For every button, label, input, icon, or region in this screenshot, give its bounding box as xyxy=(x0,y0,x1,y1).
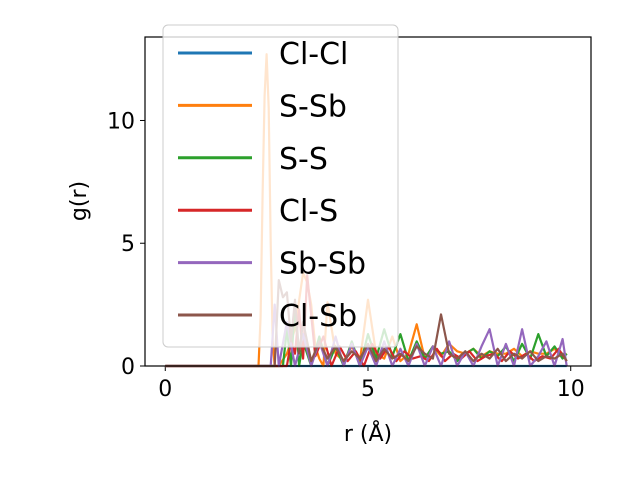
y-tick-label: 5 xyxy=(121,232,135,257)
legend-label-s-s: S-S xyxy=(279,142,328,177)
x-tick-label: 10 xyxy=(557,377,585,402)
y-tick-label: 0 xyxy=(121,355,135,380)
legend-label-s-sb: S-Sb xyxy=(279,89,347,124)
x-axis-label: r (Å) xyxy=(344,420,392,447)
legend-label-cl-s: Cl-S xyxy=(279,194,338,229)
legend-label-cl-sb: Cl-Sb xyxy=(279,299,357,334)
x-tick-label: 0 xyxy=(158,377,172,402)
legend-label-cl-cl: Cl-Cl xyxy=(279,37,348,72)
legend: Cl-Cl S-Sb S-S Cl-S Sb-Sb Cl-Sb xyxy=(162,24,399,348)
y-axis-label: g(r) xyxy=(67,181,92,221)
legend-label-sb-sb: Sb-Sb xyxy=(279,247,366,282)
tick-layer: 0 5 10 0 5 10 xyxy=(107,109,585,402)
y-tick-label: 10 xyxy=(107,109,135,134)
x-tick-label: 5 xyxy=(361,377,375,402)
